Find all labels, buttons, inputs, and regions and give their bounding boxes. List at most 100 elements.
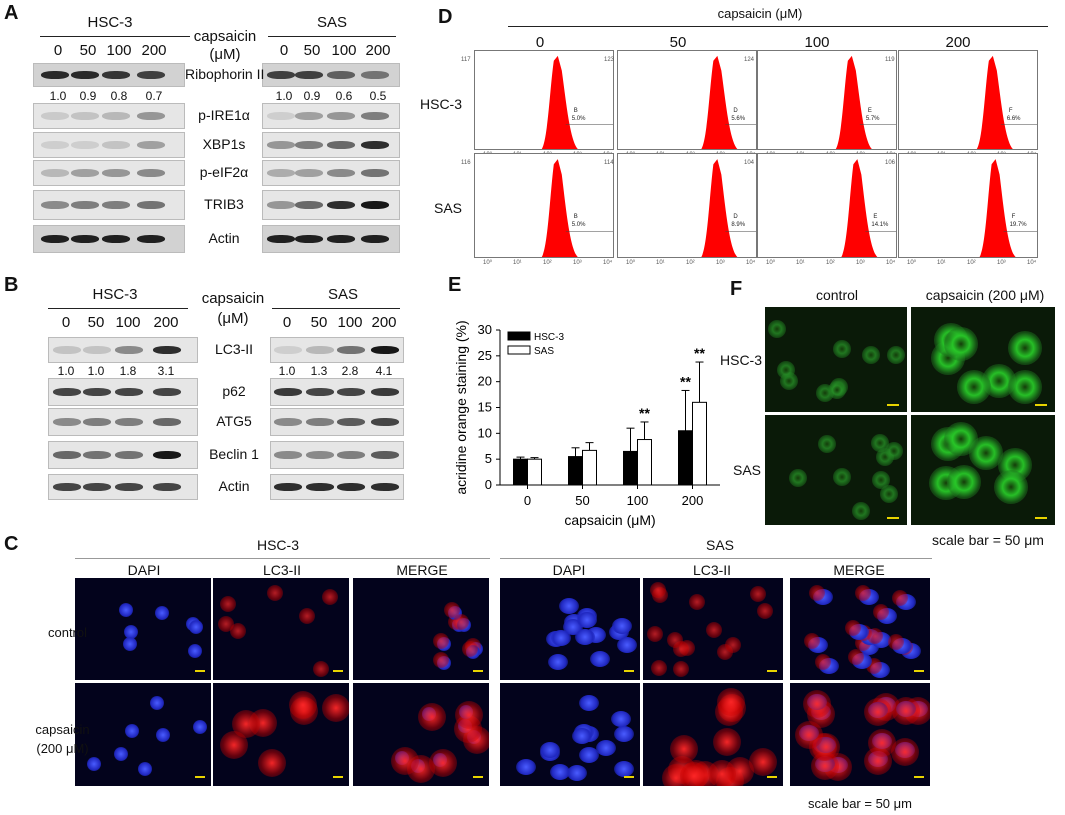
panel-a-dose-left: 0 (53, 42, 63, 59)
nucleus (611, 711, 632, 727)
scale-bar (914, 670, 924, 672)
histogram-xtick: 10⁴ (1027, 260, 1037, 266)
histogram-xtick: 10¹ (656, 260, 665, 266)
panel-c-row-control: control (47, 625, 88, 640)
histogram-peak-area (541, 159, 578, 257)
protein-band (327, 169, 355, 177)
underline (268, 36, 396, 37)
protein-band (337, 418, 365, 426)
protein-band (137, 71, 165, 79)
panel-label-e: E (448, 274, 462, 296)
panel-b-right-cell: SAS (327, 286, 358, 303)
lc3-puncta (705, 622, 722, 639)
panel-a-row-label: Ribophorin II (185, 66, 265, 82)
flow-cytometry-histogram: 104 10⁰ 10¹ 10² 10³ 10⁴ E 14.1% (744, 153, 897, 266)
fluorescence-micrograph (75, 578, 211, 680)
panel-a-treatment: capsaicin (193, 28, 257, 45)
protein-band (274, 483, 302, 491)
fluorescence-micrograph (213, 578, 349, 680)
underline (508, 26, 1048, 27)
lc3-puncta (750, 586, 767, 603)
protein-band (71, 112, 99, 120)
bar-hsc3-50 (568, 456, 583, 486)
panel-f-row-hsc3: HSC-3 (720, 352, 763, 368)
lc3-puncta (417, 702, 446, 731)
underline (272, 308, 400, 309)
lc3-puncta (847, 649, 864, 666)
panel-c-column-label: LC3-II (692, 562, 732, 578)
protein-band (153, 346, 181, 354)
panel-f-row-sas: SAS (733, 462, 762, 478)
panel-b-ratio-right: 1.0 (278, 364, 296, 378)
panel-a-dose-left: 100 (106, 42, 132, 59)
panel-b-dose-left: 200 (153, 314, 179, 331)
bar-sas-0 (527, 458, 542, 486)
lc3-puncta (650, 659, 667, 676)
acridine-orange-micrograph (911, 307, 1055, 412)
histogram-ymax: 123 (604, 57, 615, 63)
nucleus (188, 620, 203, 635)
lc3-puncta (679, 762, 708, 786)
green-cell (833, 340, 852, 359)
histogram-xtick: 10⁴ (746, 260, 756, 266)
green-cell (943, 327, 978, 362)
protein-band (115, 451, 143, 459)
flow-cytometry-histogram: 12310⁰10¹10²10³10⁴D5.6% (604, 50, 757, 158)
panel-b-dose-right: 50 (310, 314, 328, 331)
nucleus (548, 653, 569, 670)
histogram-xtick: 10³ (856, 260, 865, 266)
protein-band (327, 112, 355, 120)
panel-c-column-label: LC3-II (262, 562, 302, 578)
protein-band (137, 201, 165, 209)
panel-b-dose-left: 50 (87, 314, 105, 331)
scale-bar (887, 517, 899, 519)
nucleus (155, 606, 170, 621)
underline (40, 36, 190, 37)
panel-f-col-control: control (815, 287, 859, 303)
nucleus (611, 617, 632, 634)
divider (500, 558, 932, 559)
histogram-xtick: 10² (826, 260, 835, 266)
gate-percent: 5.0% (571, 221, 586, 228)
panel-b-row-label: p62 (222, 383, 246, 399)
acridine-orange-micrograph (911, 415, 1055, 525)
protein-band (295, 235, 323, 243)
panel-b-ratio-left: 1.8 (119, 364, 137, 378)
panel-a-ratio-right: 0.6 (335, 89, 353, 103)
x-tick-label: 100 (627, 493, 649, 508)
protein-band (102, 141, 130, 149)
nucleus (551, 629, 572, 646)
fluorescence-micrograph (643, 578, 783, 680)
western-blot-strip (262, 103, 400, 129)
panel-d-dose-0: 0 (535, 34, 545, 51)
lc3-puncta (814, 654, 831, 671)
lc3-puncta (707, 759, 736, 786)
nucleus (156, 728, 171, 743)
panel-c-row-capsaicin: capsaicin (35, 722, 90, 737)
panel-c-column-label: MERGE (833, 562, 885, 578)
protein-band (371, 451, 399, 459)
protein-band (153, 451, 181, 459)
lc3-puncta (892, 590, 909, 607)
nucleus (589, 650, 610, 667)
protein-band (153, 418, 181, 426)
nucleus (138, 762, 153, 777)
panel-a-row-label: TRIB3 (204, 196, 244, 212)
protein-band (267, 71, 295, 79)
lc3-puncta (712, 727, 741, 756)
histogram-peak-area (841, 159, 878, 257)
protein-band (327, 141, 355, 149)
lc3-puncta (461, 641, 478, 658)
x-tick-label: 50 (575, 493, 589, 508)
panel-a-ratio-right: 0.9 (303, 89, 321, 103)
protein-band (83, 483, 111, 491)
histogram-peak-area (541, 55, 578, 149)
green-cell (946, 464, 981, 499)
histogram-xtick: 10² (543, 260, 552, 266)
scale-bar (333, 670, 343, 672)
protein-band (41, 201, 69, 209)
scale-bar (333, 776, 343, 778)
scale-bar (473, 776, 483, 778)
green-cell (852, 502, 871, 521)
histogram-peak (701, 159, 756, 257)
